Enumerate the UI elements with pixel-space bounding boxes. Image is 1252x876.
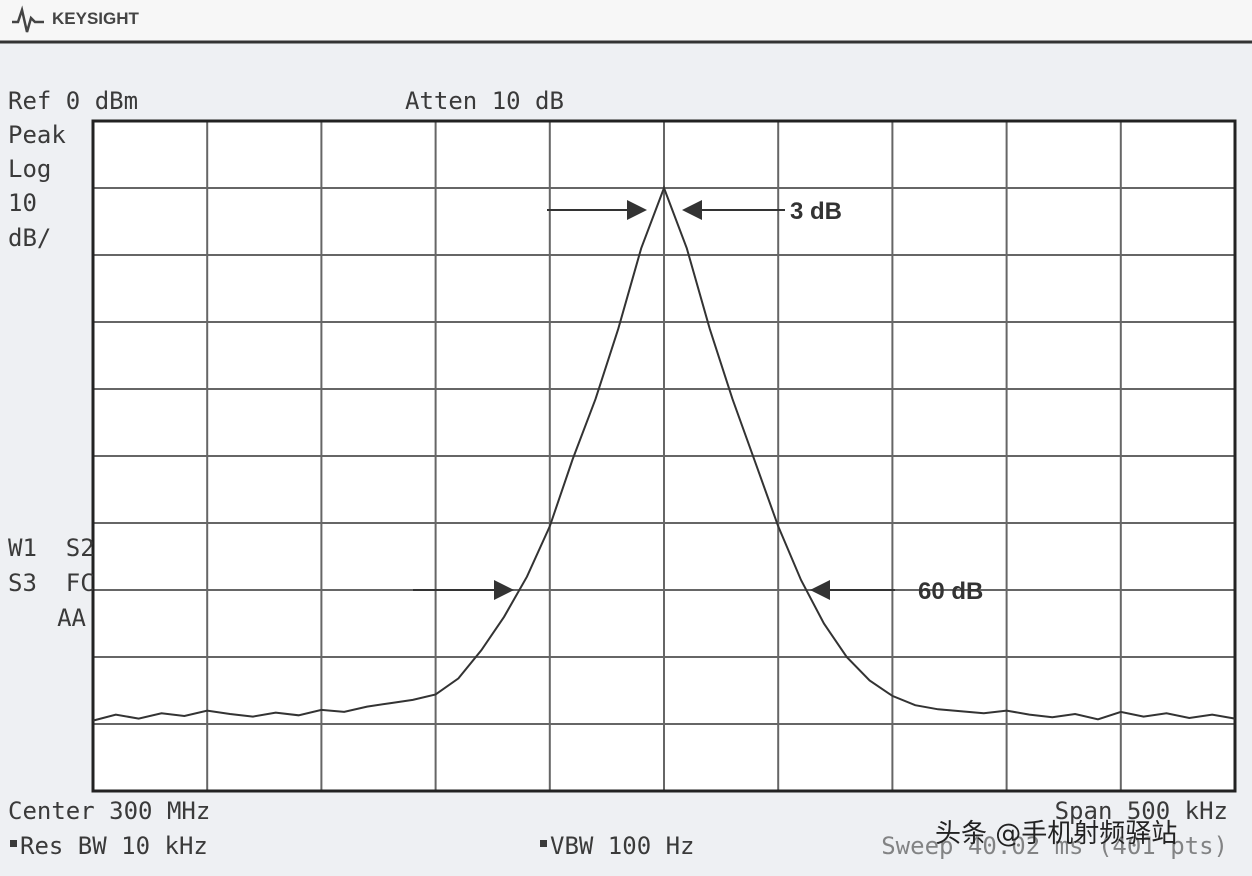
bullet	[540, 840, 547, 847]
annotation: 3 dB	[790, 198, 842, 225]
vbw: VBW 100 Hz	[550, 832, 695, 860]
center-freq: Center 300 MHz	[8, 797, 210, 825]
sweep: Sweep 40.02 ms (401 pts)	[881, 832, 1228, 860]
trace	[92, 185, 1236, 722]
attenuation: Atten 10 dB	[405, 87, 564, 115]
scale-value: 10	[8, 189, 37, 217]
header-bar	[0, 0, 1252, 42]
logo-icon	[12, 5, 44, 33]
watermark: 头条 @手机射频驿站	[935, 819, 1177, 849]
annotation: 60 dB	[918, 578, 983, 605]
scale-unit: dB/	[8, 224, 51, 252]
ref-level: Ref 0 dBm	[8, 87, 138, 115]
status: AA	[57, 604, 86, 632]
bullet	[10, 840, 17, 847]
plot-frame	[91, 119, 1237, 793]
status: W1 S2	[8, 534, 95, 562]
res-bw: Res BW 10 kHz	[20, 832, 208, 860]
span: Span 500 kHz	[1055, 797, 1228, 825]
detector: Peak	[8, 121, 66, 149]
graticule	[93, 121, 1235, 791]
scale-type: Log	[8, 155, 51, 183]
status: S3 FC	[8, 569, 95, 597]
brand: KEYSIGHT	[52, 9, 140, 28]
